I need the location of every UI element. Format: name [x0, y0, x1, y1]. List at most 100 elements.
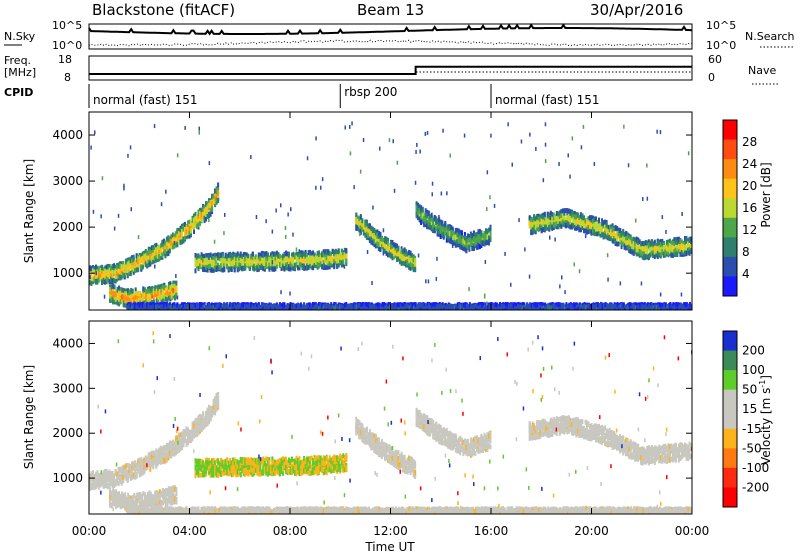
power-cell: [102, 267, 105, 273]
power-cell: [220, 252, 223, 258]
power-cell: [181, 233, 183, 239]
power-cell: [245, 308, 248, 310]
power-cell: [581, 213, 584, 219]
power-cell: [465, 247, 468, 253]
power-cell: [626, 235, 629, 241]
power-cell: [193, 213, 195, 219]
power-cell: [292, 303, 295, 309]
power-cell: [141, 255, 144, 261]
power-cell: [690, 249, 692, 255]
power-cell: [211, 262, 214, 268]
power-cell: [364, 219, 367, 225]
power-cell: [200, 213, 203, 219]
power-cell: [176, 302, 179, 308]
nave-label: Nave: [748, 64, 776, 77]
power-cell: [218, 253, 221, 259]
power-cell: [116, 268, 119, 274]
power-cell: [250, 254, 253, 260]
power-cell: [146, 295, 149, 301]
power-cell: [206, 253, 209, 259]
power-cell: [251, 265, 254, 271]
power-cell: [190, 307, 192, 310]
power-cell: [679, 239, 682, 245]
power-cell: [285, 256, 287, 262]
power-cell: [230, 267, 233, 272]
power-cell: [641, 251, 644, 257]
power-cell: [450, 235, 453, 241]
power-cell: [244, 304, 247, 310]
power-cell: [333, 262, 336, 268]
power-cell: [684, 250, 686, 256]
power-cell: [451, 226, 454, 232]
power-cell: [229, 266, 232, 272]
power-cell: [661, 241, 664, 247]
power-cell: [427, 217, 430, 223]
power-cell: [107, 272, 110, 278]
power-cell: [227, 252, 230, 258]
power-cell: [134, 260, 137, 266]
power-cell: [680, 239, 683, 245]
power-cell: [153, 249, 156, 255]
nsearch-tick-bottom: 10^0: [706, 39, 736, 52]
power-cell: [151, 293, 154, 299]
power-cell: [536, 214, 539, 220]
power-cell: [251, 251, 254, 257]
power-cell: [397, 251, 400, 257]
power-cell: [128, 265, 131, 271]
power-cell: [442, 226, 445, 232]
power-cell: [274, 251, 277, 257]
power-cell: [376, 229, 379, 235]
power-cell: [629, 240, 632, 246]
power-cell: [173, 237, 176, 243]
power-cell: [174, 305, 177, 310]
power-cell: [150, 305, 153, 310]
power-cell: [641, 246, 644, 252]
power-cell: [682, 240, 685, 246]
power-cell: [90, 265, 93, 271]
power-cell: [632, 236, 635, 242]
power-cell: [241, 254, 244, 259]
power-cell: [370, 239, 373, 245]
power-cell: [193, 224, 195, 230]
power-cell: [110, 296, 113, 302]
power-cell: [124, 291, 127, 297]
power-cell: [181, 227, 183, 233]
power-cell: [371, 240, 374, 246]
power-cell: [688, 250, 691, 256]
power-cell: [405, 252, 408, 258]
power-cell: [217, 266, 220, 272]
power-cell: [560, 209, 563, 215]
power-cell: [282, 302, 284, 308]
power-cell: [269, 307, 272, 310]
power-cell: [486, 228, 489, 234]
power-cell: [617, 241, 620, 247]
power-cell: [575, 225, 578, 231]
power-cell: [637, 251, 640, 257]
power-cell: [480, 240, 483, 246]
power-cell: [242, 260, 245, 266]
power-cell: [453, 240, 456, 246]
power-cell: [134, 307, 137, 310]
power-cell: [166, 290, 169, 296]
power-cell: [307, 250, 310, 256]
power-cell: [539, 217, 542, 223]
power-cell: [212, 304, 215, 310]
power-cell: [337, 249, 340, 255]
power-cell: [194, 219, 197, 225]
power-cell: [557, 218, 560, 224]
power-cell: [236, 257, 239, 263]
power-cell: [265, 251, 268, 256]
power-cell: [537, 216, 540, 222]
power-cell: [164, 305, 167, 310]
power-cell: [551, 212, 554, 218]
power-cell: [336, 251, 339, 257]
power-cell: [540, 228, 543, 233]
power-cell: [155, 298, 158, 304]
power-cell: [247, 261, 250, 267]
power-cell: [450, 230, 453, 236]
power-cell: [288, 308, 290, 310]
power-cell: [149, 299, 152, 305]
power-cell: [634, 241, 637, 247]
power-cell: [477, 234, 480, 240]
power-cell: [256, 257, 259, 263]
